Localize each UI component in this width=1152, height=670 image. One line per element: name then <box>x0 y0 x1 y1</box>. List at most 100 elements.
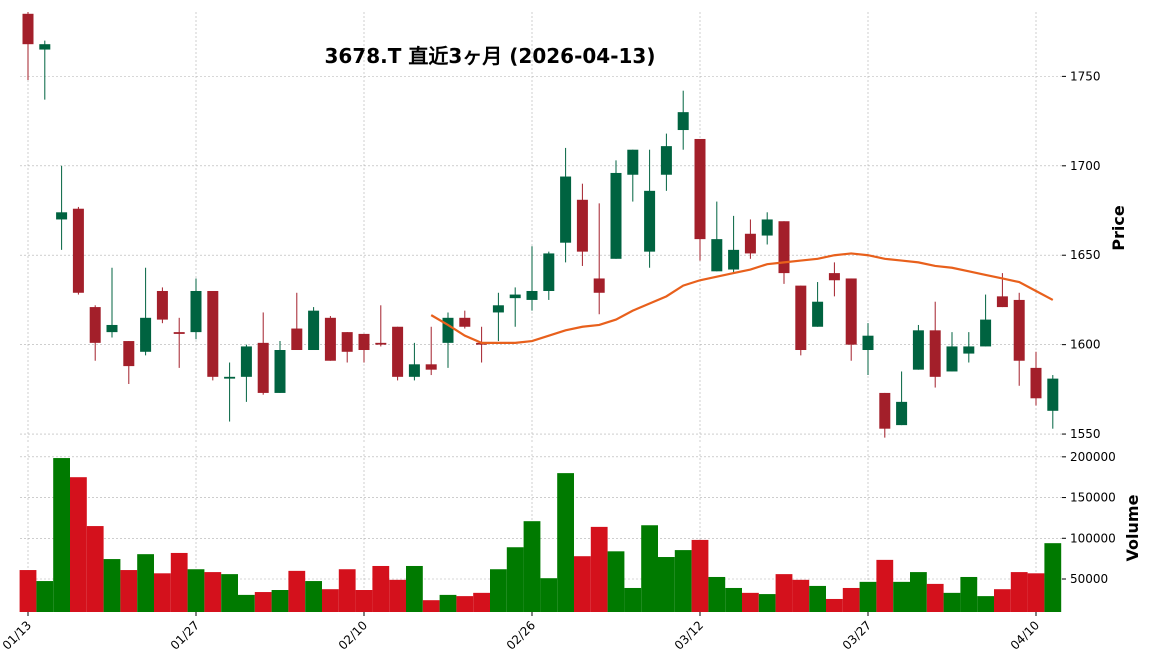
candle-body <box>761 219 773 236</box>
volume-bar <box>624 587 642 612</box>
volume-bar <box>641 525 658 612</box>
candle-body <box>778 221 790 274</box>
candle-body <box>660 146 672 175</box>
x-tick-label: 02/10 <box>336 618 370 652</box>
candle-body <box>324 317 336 361</box>
candle-body <box>795 285 807 351</box>
volume-bar <box>422 600 440 612</box>
candle-body <box>140 317 152 352</box>
volume-bar <box>658 557 675 612</box>
candle-body <box>744 233 756 254</box>
volume-bar <box>238 594 255 612</box>
candle-body <box>291 328 303 351</box>
y-tick-label: 1750 <box>1070 69 1101 83</box>
candle-body <box>946 346 958 372</box>
volume-bar <box>943 592 961 612</box>
volume-bar <box>456 596 474 612</box>
candle-body <box>375 342 387 345</box>
candle-body <box>173 332 185 334</box>
candle-body <box>274 350 286 393</box>
candle-body <box>1013 299 1025 361</box>
volume-bar <box>322 589 339 612</box>
volume-bar <box>809 585 826 612</box>
candle-body <box>39 44 51 50</box>
volume-bar <box>708 576 726 612</box>
y-tick-label: 1700 <box>1070 159 1101 173</box>
y2-tick-label: 150000 <box>1070 491 1116 505</box>
candle-body <box>257 342 269 393</box>
y2-tick-label: 200000 <box>1070 450 1116 464</box>
volume-bar <box>170 552 188 612</box>
candle-body <box>89 307 101 343</box>
volume-bar <box>406 565 423 612</box>
volume-bar <box>154 573 171 612</box>
x-tick-label: 01/13 <box>0 618 34 652</box>
volume-bar <box>473 592 490 612</box>
volume-bar <box>1010 572 1028 612</box>
volume-bar <box>137 554 154 612</box>
volume-bar <box>691 539 709 612</box>
candle-body <box>1047 378 1059 411</box>
candle-body <box>963 346 975 354</box>
candle-body <box>560 176 572 243</box>
x-tick-label: 03/27 <box>840 618 874 652</box>
chart-title: 3678.T 直近3ヶ月 (2026-04-13) <box>325 44 656 68</box>
candle-body <box>207 290 219 377</box>
candle-body <box>459 317 471 327</box>
volume-bar <box>792 579 810 612</box>
volume-bar <box>859 581 877 612</box>
x-tick-label: 01/27 <box>168 618 202 652</box>
volume-bar <box>305 581 322 612</box>
volume-bar <box>574 556 591 612</box>
candle-body <box>812 301 824 327</box>
volume-bar <box>910 572 927 612</box>
volume-bar <box>523 521 541 612</box>
candle-body <box>862 335 874 351</box>
candle-body <box>728 249 740 270</box>
candle-body <box>392 326 404 377</box>
candle-body <box>980 319 992 347</box>
volume-bar <box>439 594 457 612</box>
volume-bar <box>288 570 306 612</box>
volume-bar <box>221 574 238 612</box>
volume-bar <box>338 569 356 612</box>
volume-bar <box>86 526 104 612</box>
volume-bar <box>70 477 87 612</box>
volume-bar <box>53 458 70 612</box>
candle-body <box>240 346 252 377</box>
volume-bar <box>775 574 793 612</box>
y2-tick-label: 50000 <box>1070 572 1108 586</box>
volume-bar <box>994 589 1011 612</box>
candle-body <box>593 278 605 293</box>
candle-body <box>308 310 320 351</box>
candle-body <box>644 190 656 252</box>
volume-bar <box>1044 543 1062 612</box>
x-tick-label: 03/12 <box>672 618 706 652</box>
volume-bar <box>876 559 894 612</box>
candle-body <box>526 290 538 300</box>
candle-body <box>492 305 504 313</box>
candle-body <box>106 324 118 333</box>
volume-bar <box>842 587 860 612</box>
volume-bar <box>590 526 608 612</box>
candle-body <box>408 364 420 377</box>
candle-body <box>627 149 639 175</box>
volume-bar <box>758 594 776 612</box>
volume-bar <box>490 569 507 612</box>
candle-body <box>22 13 34 45</box>
x-tick-label: 04/10 <box>1008 618 1042 652</box>
y2-tick-label: 100000 <box>1070 531 1116 545</box>
candle-body <box>156 290 168 320</box>
candle-body <box>1030 367 1042 399</box>
volume-bar <box>103 559 121 612</box>
volume-bar <box>893 581 910 612</box>
y-tick-label: 1550 <box>1070 427 1101 441</box>
candle-body <box>341 332 353 352</box>
candle-body <box>996 296 1008 308</box>
candle-body <box>509 294 521 299</box>
candle-body <box>224 376 236 379</box>
volume-bar <box>204 572 222 612</box>
volume-bar <box>540 578 558 612</box>
volume-bar <box>506 547 524 612</box>
